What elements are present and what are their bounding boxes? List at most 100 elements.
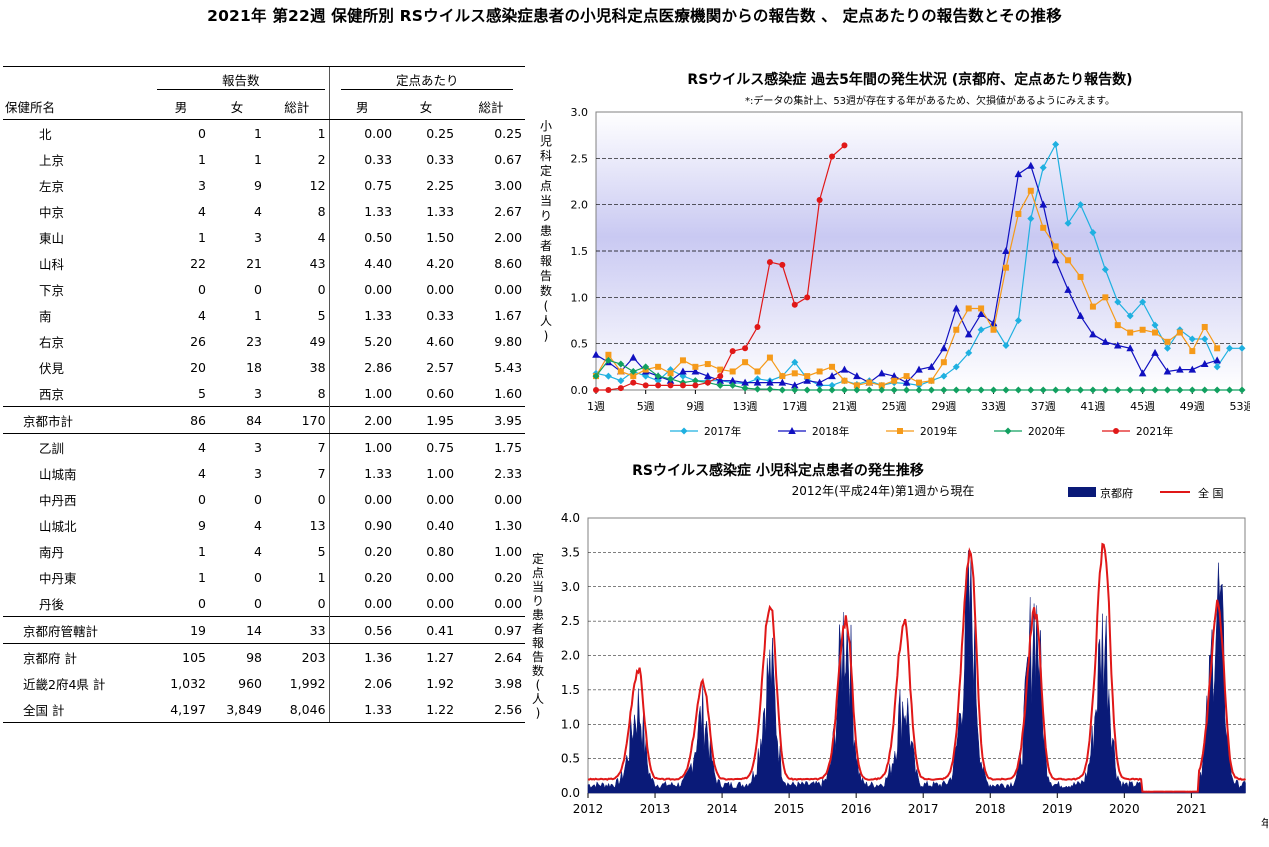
table-cell: 0 [198, 281, 206, 297]
chart1-point [630, 373, 637, 380]
chart1-x-tick: 45週 [1130, 400, 1155, 413]
chart1-point [1176, 386, 1184, 394]
table-cell: 0.80 [426, 543, 455, 559]
table-cell: 0.20 [494, 569, 523, 585]
chart1-point [1052, 386, 1060, 394]
chart1-point [629, 353, 638, 361]
table-cell: 170 [265, 406, 330, 434]
chart1-point [778, 386, 786, 394]
chart1-point [1064, 386, 1072, 394]
chart2-ylabel-char: 当 [532, 580, 544, 594]
chart2-x-tick: 2014 [707, 802, 738, 816]
table-cell: 2.06 [328, 670, 396, 696]
table-cell: 5.20 [328, 328, 396, 354]
chart2-x-tick: 2019 [1042, 802, 1073, 816]
chart2-subtitle: 2012年(平成24年)第1週から現在 [792, 484, 975, 498]
chart1-x-tick: 13週 [733, 400, 758, 413]
chart1-ylabel-char: 患 [540, 224, 552, 238]
chart1-series-2019年 [593, 187, 1221, 389]
chart2-ylabel-char: 数 [532, 663, 544, 678]
chart1-legend-item: 2021年 [1102, 425, 1173, 438]
chart1-point [1002, 264, 1009, 271]
table-cell: 1.33 [328, 198, 396, 224]
table-cell: 0.40 [426, 517, 455, 533]
table-cell: 8,046 [265, 696, 330, 723]
table-cell: 0 [254, 595, 262, 611]
chart1-point [617, 385, 624, 392]
chart1-point [1052, 243, 1059, 250]
table-cell: 0.75 [426, 439, 455, 455]
table-cell: 4 [254, 543, 262, 559]
column-header: 女 [209, 93, 265, 120]
chart1-legend-label: 2018年 [812, 425, 849, 438]
chart1-point [779, 373, 786, 380]
chart2-ylabel-char: 報 [532, 636, 544, 650]
chart1-point [704, 379, 711, 386]
table-cell: 18 [246, 359, 262, 375]
health-center-name: 右京 [39, 334, 65, 350]
chart1-point [667, 375, 675, 383]
chart1-point [965, 305, 972, 312]
table-cell: 86 [153, 406, 209, 434]
chart1-point [1089, 386, 1097, 394]
table-cell: 0.00 [426, 569, 455, 585]
table-cell: 1.00 [426, 465, 455, 481]
chart1-point [679, 367, 687, 375]
table-group-header-row: 報告数 定点あたり [3, 66, 526, 93]
table-row: 東山 1 3 4 0.50 1.50 2.00 [3, 224, 525, 250]
chart1-point [1139, 386, 1147, 394]
chart1-point [692, 363, 699, 370]
past5-years-chart: RSウイルス感染症 過去5年間の発生状況 (京都府、定点あたり報告数) *:データ… [540, 71, 1250, 438]
chart1-point [1114, 298, 1122, 306]
chart1-point [593, 387, 599, 393]
chart2-y-tick: 4.0 [561, 511, 580, 525]
health-center-name: 丹後 [39, 596, 65, 612]
table-row: 下京 0 0 0 0.00 0.00 0.00 [3, 276, 525, 302]
table-cell: 20 [190, 359, 206, 375]
chart1-point [977, 310, 985, 318]
table-cell: 1.67 [494, 307, 523, 323]
chart1-point [1151, 386, 1159, 394]
table-cell: 21 [246, 255, 262, 271]
chart2-x-tick: 2015 [774, 802, 805, 816]
chart1-point [853, 372, 861, 380]
chart1-point [679, 382, 686, 389]
chart1-point [753, 378, 762, 386]
table-cell: 1.75 [494, 439, 523, 455]
chart1-point [667, 382, 674, 389]
table-row: 中丹西 0 0 0 0.00 0.00 0.00 [3, 486, 525, 512]
chart1-point [1176, 329, 1183, 336]
chart1-point [816, 368, 823, 375]
chart2-x-tick: 2020 [1109, 802, 1140, 816]
table-cell: 0 [254, 491, 262, 507]
chart1-point [1113, 341, 1122, 349]
table-cell: 26 [190, 333, 206, 349]
chart1-point [791, 370, 798, 377]
chart1-point [617, 360, 625, 368]
chart1-ylabel-char: 者 [540, 239, 552, 253]
health-center-name: 乙訓 [39, 440, 65, 456]
chart1-point [990, 326, 997, 333]
table-row: 山城南 4 3 7 1.33 1.00 2.33 [3, 460, 525, 486]
chart1-point [790, 381, 799, 389]
chart1-point [1201, 386, 1209, 394]
chart1-ylabel-char: 告 [540, 269, 552, 283]
table-cell: 1 [254, 125, 262, 141]
long-term-trend-chart: RSウイルス感染症 小児科定点患者の発生推移 2012年(平成24年)第1週から現… [532, 462, 1268, 830]
chart2-ylabel-char: 患 [532, 608, 544, 622]
chart1-point [915, 386, 923, 394]
chart1-point [1213, 356, 1221, 364]
chart1-plot-area [595, 111, 1243, 391]
chart1-point [679, 357, 686, 364]
chart1-y-tick: 0.5 [571, 338, 589, 351]
chart1-point [1089, 228, 1097, 236]
chart1-point [704, 361, 711, 368]
chart1-point [878, 382, 885, 389]
chart2-y-tick: 0.0 [561, 786, 580, 800]
chart1-point [840, 365, 849, 373]
chart2-legend-label: 京都府 [1100, 486, 1133, 500]
table-cell: 13 [309, 517, 326, 533]
chart1-note: *:データの集計上、53週が存在する年があるため、欠損値があるようにみえます。 [745, 94, 1115, 107]
chart1-point [853, 382, 860, 389]
chart1-point [1027, 215, 1035, 223]
